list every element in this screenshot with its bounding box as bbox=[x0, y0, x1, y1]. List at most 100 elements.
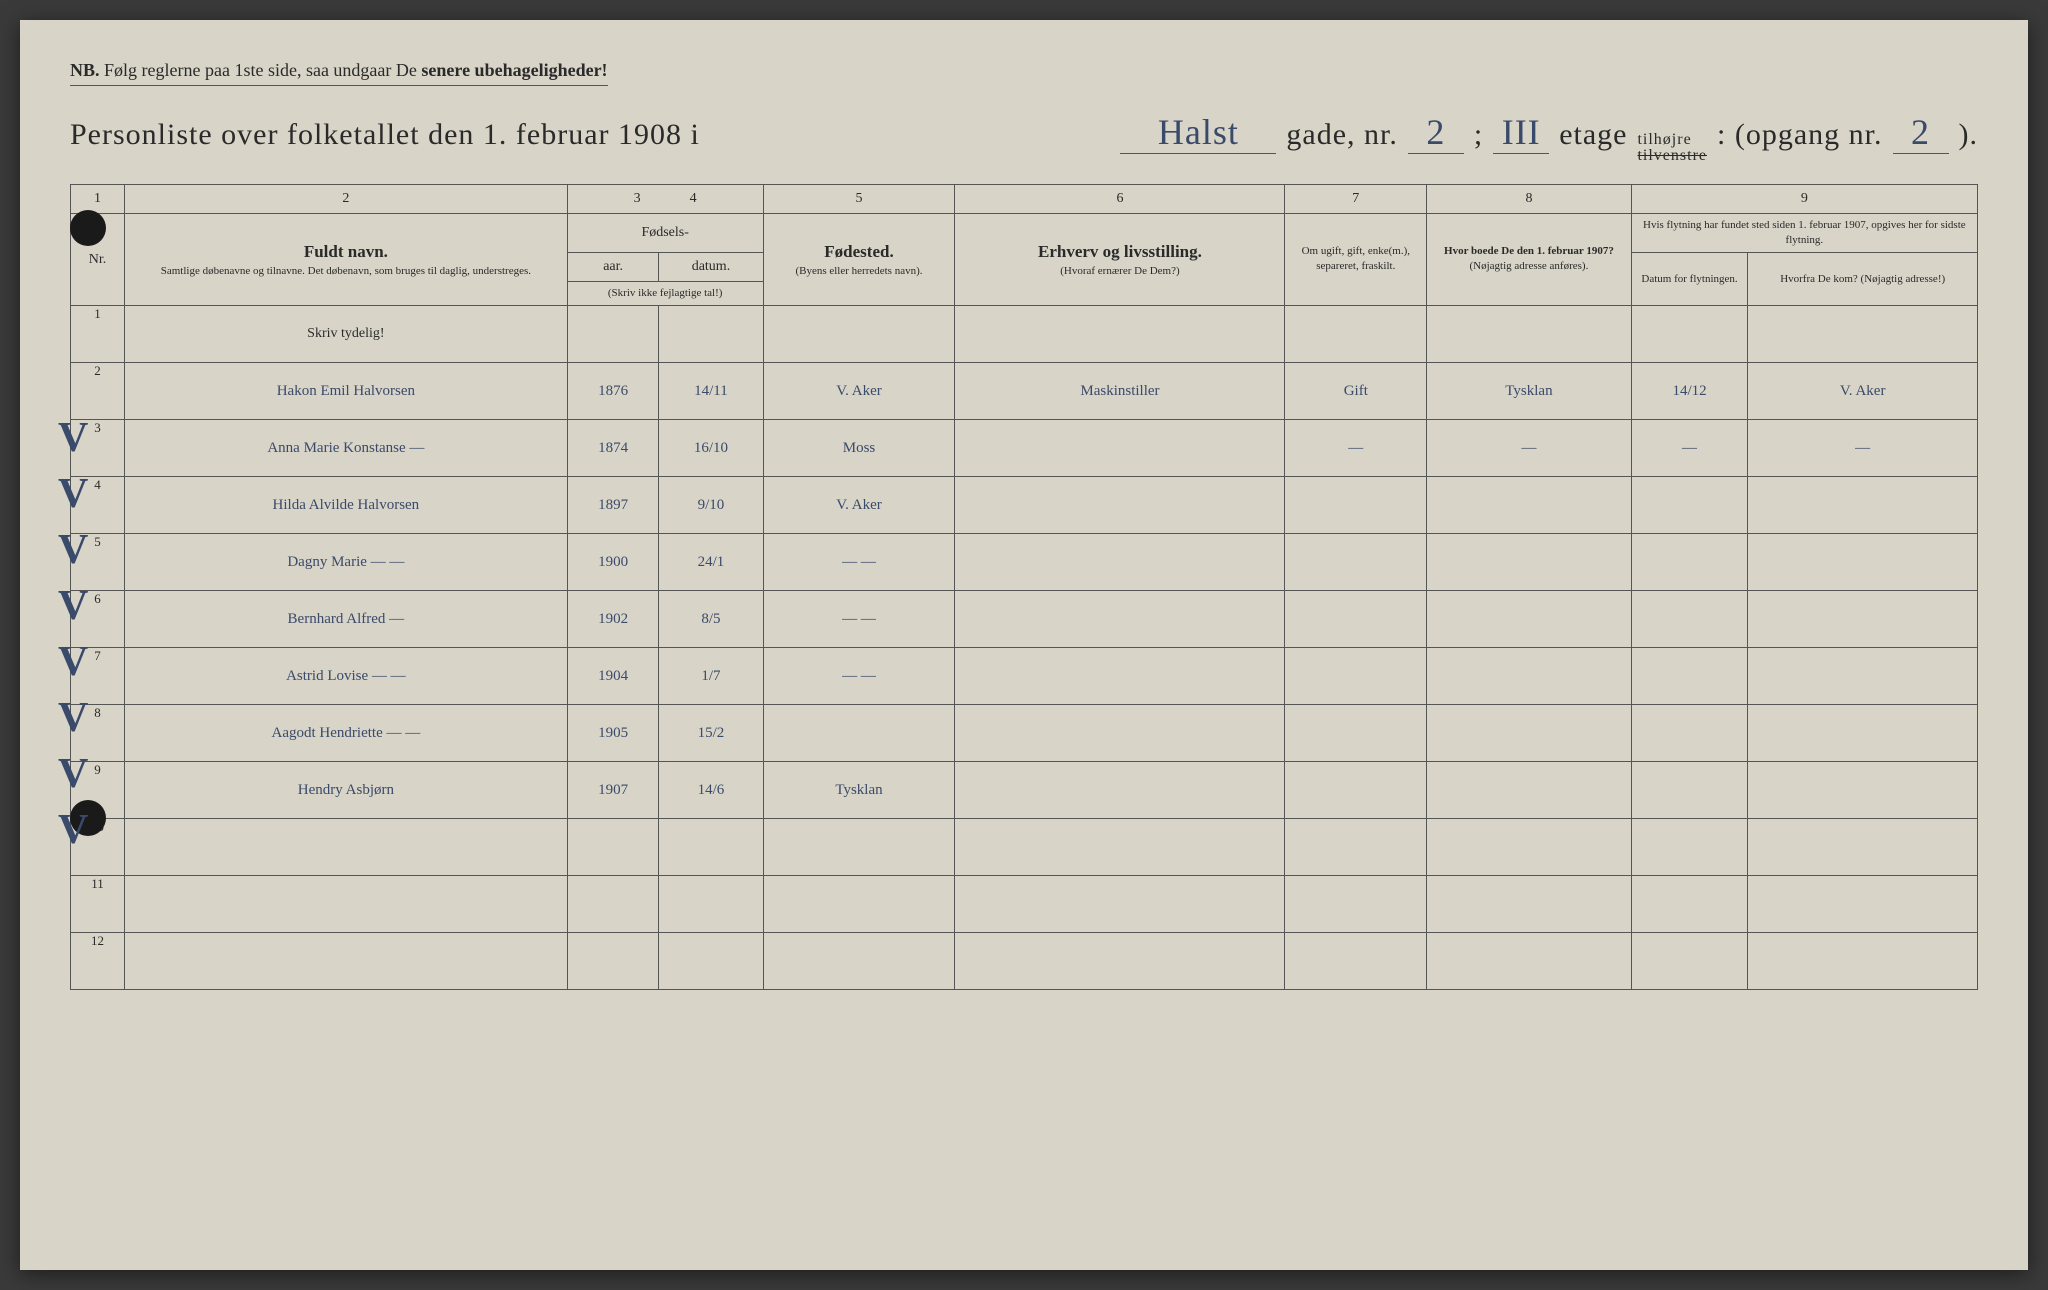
cell-year: 1876 bbox=[567, 363, 659, 420]
cell-occupation bbox=[955, 705, 1285, 762]
cell-occupation bbox=[955, 933, 1285, 990]
cell-status bbox=[1285, 876, 1427, 933]
name-header: Fuldt navn. Samtlige døbenavne og tilnav… bbox=[124, 213, 567, 306]
cell-place: Moss bbox=[763, 420, 955, 477]
cell-status bbox=[1285, 819, 1427, 876]
col-num-1: 1 bbox=[71, 185, 125, 214]
cell-prev bbox=[1427, 306, 1632, 363]
cell-prev bbox=[1427, 933, 1632, 990]
table-row: 12 bbox=[71, 933, 1978, 990]
cell-prev bbox=[1427, 762, 1632, 819]
cell-name: Anna Marie Konstanse — bbox=[124, 420, 567, 477]
cell-place bbox=[763, 306, 955, 363]
table-row: 2Hakon Emil Halvorsen187614/11V. AkerMas… bbox=[71, 363, 1978, 420]
cell-name bbox=[124, 933, 567, 990]
cell-movedate bbox=[1631, 705, 1748, 762]
cell-fromwhere: — bbox=[1748, 420, 1978, 477]
cell-movedate bbox=[1631, 933, 1748, 990]
cell-date: 24/1 bbox=[659, 534, 763, 591]
cell-movedate bbox=[1631, 591, 1748, 648]
cell-fromwhere bbox=[1748, 648, 1978, 705]
cell-occupation bbox=[955, 819, 1285, 876]
cell-name: Dagny Marie — — bbox=[124, 534, 567, 591]
opgang-label: : (opgang nr. bbox=[1717, 118, 1882, 152]
cell-fromwhere bbox=[1748, 591, 1978, 648]
cell-date: 9/10 bbox=[659, 477, 763, 534]
cell-place: — — bbox=[763, 591, 955, 648]
cell-name: Aagodt Hendriette — — bbox=[124, 705, 567, 762]
cell-prev bbox=[1427, 477, 1632, 534]
check-mark-icon: V bbox=[58, 638, 88, 686]
check-mark-icon: V bbox=[58, 414, 88, 462]
gade-label: gade, nr. bbox=[1286, 118, 1397, 152]
cell-movedate: — bbox=[1631, 420, 1748, 477]
datum-header: datum. bbox=[659, 253, 763, 282]
cell-fromwhere bbox=[1748, 306, 1978, 363]
cell-year bbox=[567, 819, 659, 876]
aar-header: aar. bbox=[567, 253, 659, 282]
cell-name: Bernhard Alfred — bbox=[124, 591, 567, 648]
cell-status bbox=[1285, 477, 1427, 534]
cell-date: 1/7 bbox=[659, 648, 763, 705]
cell-place: — — bbox=[763, 534, 955, 591]
status-header: Om ugift, gift, enke(m.), separeret, fra… bbox=[1285, 213, 1427, 306]
semicolon: ; bbox=[1474, 118, 1483, 152]
cell-status bbox=[1285, 306, 1427, 363]
cell-occupation bbox=[955, 306, 1285, 363]
cell-place bbox=[763, 705, 955, 762]
cell-fromwhere bbox=[1748, 705, 1978, 762]
nb-instruction: NB. Følg reglerne paa 1ste side, saa und… bbox=[70, 60, 608, 86]
cell-prev bbox=[1427, 591, 1632, 648]
col-num-9: 9 bbox=[1631, 185, 1977, 214]
col-num-6: 6 bbox=[955, 185, 1285, 214]
col-num-3-4: 3 4 bbox=[567, 185, 763, 214]
cell-date: 15/2 bbox=[659, 705, 763, 762]
cell-name: Hendry Asbjørn bbox=[124, 762, 567, 819]
etage-label: etage bbox=[1559, 118, 1627, 152]
cell-movedate bbox=[1631, 819, 1748, 876]
cell-prev bbox=[1427, 648, 1632, 705]
cell-fromwhere: V. Aker bbox=[1748, 363, 1978, 420]
cell-occupation bbox=[955, 762, 1285, 819]
cell-year: 1904 bbox=[567, 648, 659, 705]
census-document: NB. Følg reglerne paa 1ste side, saa und… bbox=[20, 20, 2028, 1270]
cell-status: — bbox=[1285, 420, 1427, 477]
table-row: 7Astrid Lovise — —19041/7— — bbox=[71, 648, 1978, 705]
cell-status bbox=[1285, 933, 1427, 990]
table-row: 8Aagodt Hendriette — —190515/2 bbox=[71, 705, 1978, 762]
nb-text-bold: senere ubehageligheder! bbox=[421, 60, 607, 80]
census-table: 1 2 3 4 5 6 7 8 9 Nr. Fuldt navn. Samtli… bbox=[70, 184, 1978, 990]
cell-movedate: 14/12 bbox=[1631, 363, 1748, 420]
cell-place bbox=[763, 933, 955, 990]
col-num-2: 2 bbox=[124, 185, 567, 214]
gade-nr: 2 bbox=[1408, 111, 1464, 154]
table-row: 3Anna Marie Konstanse —187416/10Moss———— bbox=[71, 420, 1978, 477]
cell-place: — — bbox=[763, 648, 955, 705]
cell-name bbox=[124, 819, 567, 876]
cell-fromwhere bbox=[1748, 933, 1978, 990]
cell-name: Astrid Lovise — — bbox=[124, 648, 567, 705]
cell-date: 14/6 bbox=[659, 762, 763, 819]
cell-movedate bbox=[1631, 876, 1748, 933]
cell-status bbox=[1285, 762, 1427, 819]
cell-place bbox=[763, 819, 955, 876]
document-title: Personliste over folketallet den 1. febr… bbox=[70, 111, 1978, 164]
col-num-7: 7 bbox=[1285, 185, 1427, 214]
row-number: 2 bbox=[71, 363, 125, 420]
cell-status: Gift bbox=[1285, 363, 1427, 420]
cell-year bbox=[567, 306, 659, 363]
table-header: 1 2 3 4 5 6 7 8 9 Nr. Fuldt navn. Samtli… bbox=[71, 185, 1978, 306]
cell-date bbox=[659, 933, 763, 990]
check-mark-icon: V bbox=[58, 750, 88, 798]
cell-place: Tysklan bbox=[763, 762, 955, 819]
erhverv-header: Erhverv og livsstilling. (Hvoraf ernærer… bbox=[955, 213, 1285, 306]
table-row: 11 bbox=[71, 876, 1978, 933]
cell-occupation bbox=[955, 648, 1285, 705]
cell-prev bbox=[1427, 876, 1632, 933]
cell-status bbox=[1285, 705, 1427, 762]
col-num-5: 5 bbox=[763, 185, 955, 214]
cell-date bbox=[659, 819, 763, 876]
table-row: 4Hilda Alvilde Halvorsen18979/10V. Aker bbox=[71, 477, 1978, 534]
title-prefix: Personliste over folketallet den 1. febr… bbox=[70, 118, 700, 152]
cell-name bbox=[124, 876, 567, 933]
